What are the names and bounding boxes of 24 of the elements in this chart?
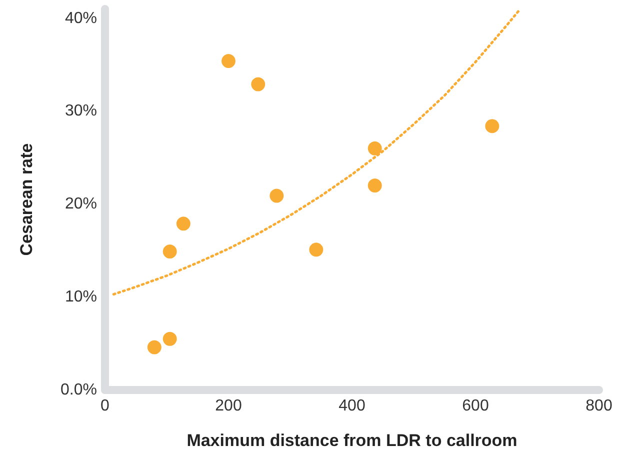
line-series xyxy=(112,10,520,296)
y-tick-label: 0.0% xyxy=(60,382,97,398)
point xyxy=(309,242,324,257)
point xyxy=(485,119,500,134)
point xyxy=(251,77,266,92)
point xyxy=(162,244,177,259)
point xyxy=(368,178,382,193)
y-axis-title: Cesarean rate xyxy=(17,143,36,256)
x-tick-label: 200 xyxy=(215,398,242,414)
x-tick-label: 600 xyxy=(462,398,489,414)
x-tick-label: 0 xyxy=(100,398,110,414)
y-tick-label: 20% xyxy=(64,196,97,213)
y-tick-label: 10% xyxy=(64,288,97,306)
point xyxy=(147,340,162,354)
point xyxy=(176,216,190,231)
x-axis-title: Maximum distance from LDR to callroom xyxy=(186,431,518,450)
y-tick-label: 40% xyxy=(64,10,97,27)
point xyxy=(222,54,236,68)
x-tick-label: 800 xyxy=(586,398,612,414)
point xyxy=(162,332,177,346)
point xyxy=(368,141,382,156)
x-tick-label: 400 xyxy=(338,398,366,414)
y-tick-label: 30% xyxy=(64,102,97,120)
point xyxy=(270,188,284,203)
